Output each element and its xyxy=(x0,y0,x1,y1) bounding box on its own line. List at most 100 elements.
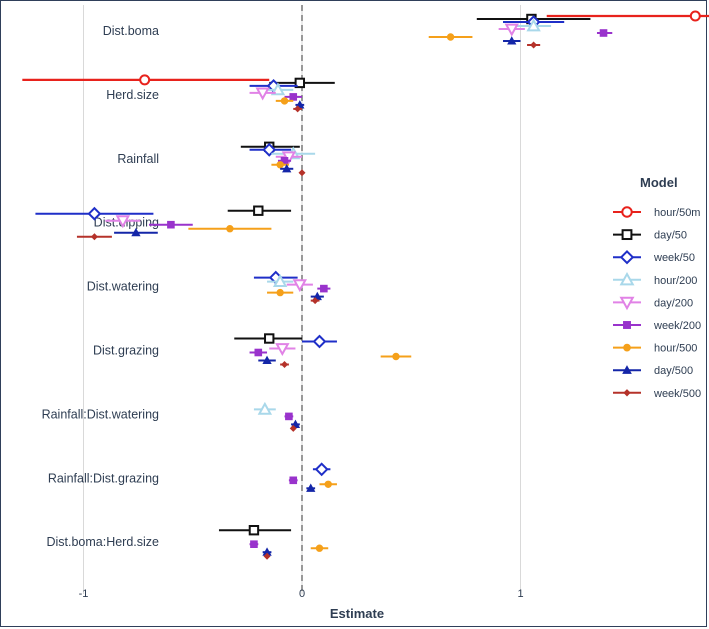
estimate-point xyxy=(280,97,289,105)
legend-key xyxy=(623,321,631,329)
estimate-point xyxy=(507,36,517,45)
legend-key xyxy=(623,343,631,352)
legend-label: week/200 xyxy=(653,320,701,332)
estimate-point xyxy=(257,401,273,415)
legend: Model hour/50m day/50 week/50 hour/200 day/2… xyxy=(613,175,701,400)
term-label: Dist.watering xyxy=(87,280,159,294)
estimate-point xyxy=(315,544,324,552)
estimate-point xyxy=(139,74,151,86)
legend-item: hour/50m xyxy=(613,206,700,219)
series-week-200 xyxy=(149,29,613,549)
estimate-point xyxy=(226,225,234,233)
estimate-point xyxy=(281,360,289,369)
term-label: Rainfall:Dist.watering xyxy=(42,407,159,421)
estimate-point xyxy=(255,87,270,101)
legend-item: week/200 xyxy=(613,320,701,332)
estimate-point xyxy=(599,29,608,37)
estimate-point xyxy=(289,93,298,101)
estimate-point xyxy=(306,483,316,492)
estimate-point xyxy=(504,23,519,37)
legend-item: hour/200 xyxy=(613,271,697,287)
estimate-point xyxy=(689,10,701,22)
estimate-point xyxy=(250,540,258,549)
legend-key xyxy=(619,250,635,265)
term-labels: Dist.boma Herd.size Rainfall Dist.dipping Di… xyxy=(42,24,159,549)
series-day-500 xyxy=(114,36,521,556)
estimate-point xyxy=(314,462,329,477)
x-axis-title: Estimate xyxy=(330,606,384,621)
legend-item: week/500 xyxy=(613,388,701,400)
estimate-point xyxy=(253,205,264,216)
legend-key xyxy=(621,206,633,218)
legend-key xyxy=(619,271,635,286)
estimate-point xyxy=(530,41,538,49)
term-label: Rainfall xyxy=(117,152,159,166)
estimate-point xyxy=(272,274,288,287)
estimate-point xyxy=(298,169,306,177)
legend-label: day/500 xyxy=(654,365,693,377)
estimate-point xyxy=(392,352,400,361)
estimate-point xyxy=(324,480,332,488)
legend-item: week/50 xyxy=(613,250,695,265)
estimate-point xyxy=(294,77,306,89)
estimate-point xyxy=(115,215,131,229)
legend-label: week/500 xyxy=(653,388,701,400)
legend-key xyxy=(622,365,632,374)
legend-label: day/50 xyxy=(654,230,687,242)
estimate-point xyxy=(276,288,284,297)
estimate-point xyxy=(254,348,263,357)
estimate-marks xyxy=(22,10,709,560)
estimate-point xyxy=(90,233,98,241)
legend-item: day/500 xyxy=(613,365,693,377)
term-label: Dist.grazing xyxy=(93,344,159,358)
legend-item: day/50 xyxy=(613,229,687,242)
legend-item: hour/500 xyxy=(613,343,697,355)
estimate-point xyxy=(87,206,102,221)
estimate-point xyxy=(292,279,308,293)
legend-key xyxy=(619,296,635,311)
x-tick-label: 0 xyxy=(299,588,305,600)
legend-label: day/200 xyxy=(654,297,693,309)
estimate-point xyxy=(289,424,297,432)
estimate-point xyxy=(282,163,292,173)
estimate-point xyxy=(285,412,293,421)
grid-lines xyxy=(83,5,521,594)
legend-title: Model xyxy=(640,175,678,190)
legend-key xyxy=(621,229,633,241)
series-week-500 xyxy=(76,41,541,560)
series-hour-50m xyxy=(22,10,709,86)
estimate-point xyxy=(526,18,541,32)
series-day-200 xyxy=(105,23,525,357)
estimate-point xyxy=(262,142,277,157)
legend-label: hour/500 xyxy=(654,343,697,355)
estimate-point xyxy=(289,476,298,485)
estimate-point xyxy=(275,343,290,357)
term-label: Herd.size xyxy=(106,88,159,102)
legend-item: day/200 xyxy=(613,296,693,311)
x-tick-label: -1 xyxy=(79,588,89,600)
estimate-point xyxy=(320,284,328,293)
term-label: Dist.boma:Herd.size xyxy=(46,535,159,549)
estimate-point xyxy=(264,333,275,344)
estimate-point xyxy=(131,227,141,237)
legend-key xyxy=(623,389,631,397)
legend-label: hour/200 xyxy=(654,275,697,287)
legend-label: hour/50m xyxy=(654,207,700,219)
x-axis-ticks: -1012 xyxy=(79,588,524,600)
estimate-point xyxy=(312,334,327,349)
term-label: Rainfall:Dist.grazing xyxy=(48,471,159,485)
term-label: Dist.dipping xyxy=(94,216,159,230)
estimate-point xyxy=(270,82,286,96)
series-hour-500 xyxy=(188,33,473,552)
x-tick-label: 1 xyxy=(517,588,523,600)
estimate-point xyxy=(263,552,271,560)
series-week-50 xyxy=(35,15,565,477)
estimate-point xyxy=(262,355,272,365)
estimate-point xyxy=(294,105,302,113)
estimate-point xyxy=(167,220,175,229)
legend-label: week/50 xyxy=(653,252,695,264)
estimate-point xyxy=(248,525,260,536)
term-label: Dist.boma xyxy=(103,24,159,38)
